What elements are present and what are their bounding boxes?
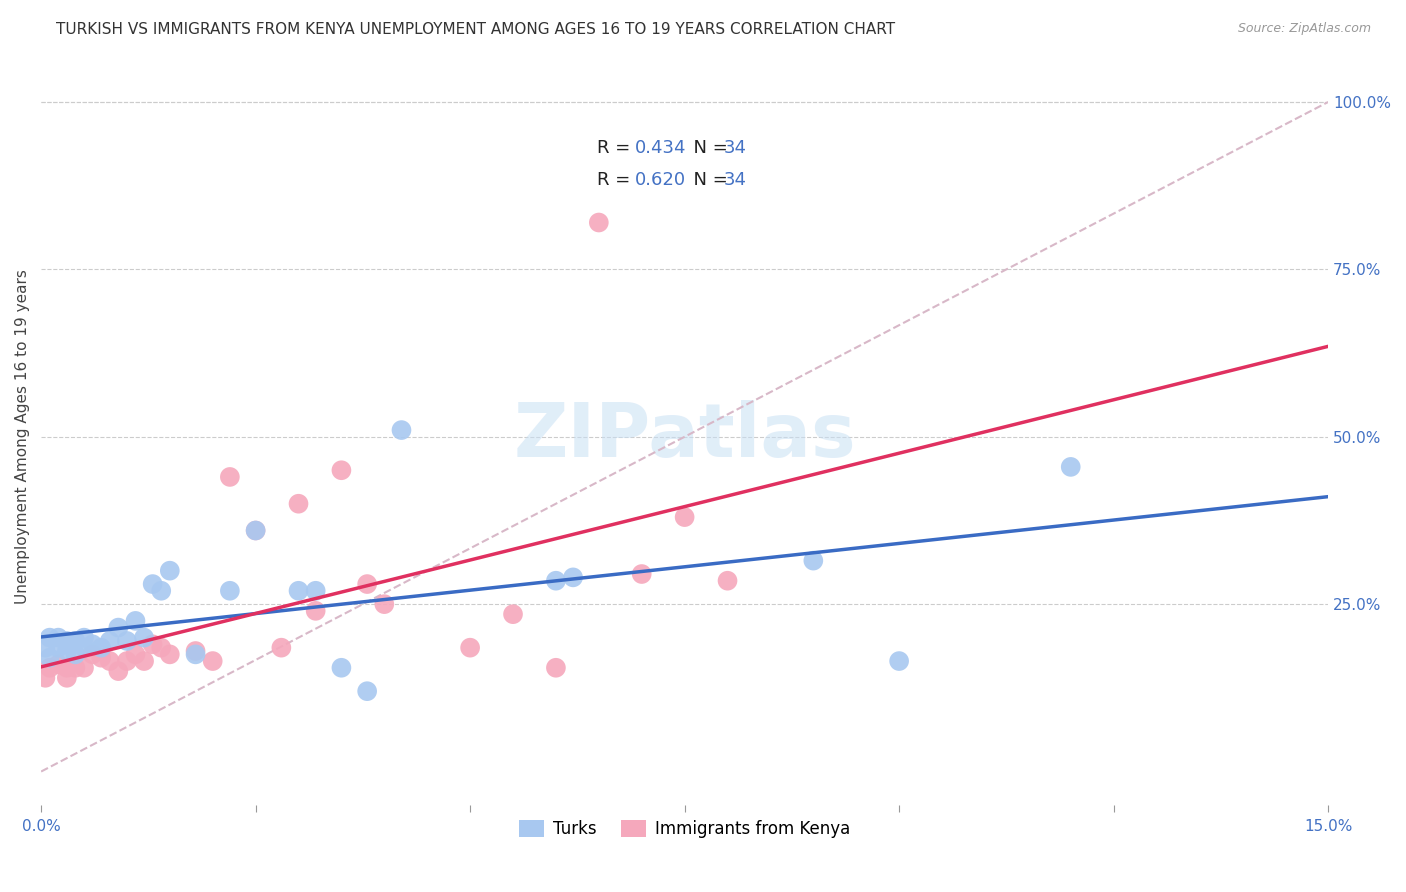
Point xyxy=(82,637,104,651)
Point xyxy=(90,650,112,665)
Point xyxy=(107,664,129,678)
Point xyxy=(1060,459,1083,474)
Point xyxy=(34,671,56,685)
Point xyxy=(73,631,96,645)
Point xyxy=(245,524,267,538)
Point xyxy=(201,654,224,668)
Point xyxy=(56,671,79,685)
Point xyxy=(270,640,292,655)
Point xyxy=(330,463,353,477)
Point xyxy=(56,661,79,675)
Point xyxy=(73,661,96,675)
Point xyxy=(98,654,121,668)
Point xyxy=(159,564,181,578)
Point xyxy=(124,614,146,628)
Point xyxy=(801,554,824,568)
Point xyxy=(544,574,567,588)
Point xyxy=(391,423,413,437)
Point xyxy=(502,607,524,622)
Text: ZIPatlas: ZIPatlas xyxy=(513,401,856,474)
Point xyxy=(630,567,652,582)
Text: Source: ZipAtlas.com: Source: ZipAtlas.com xyxy=(1237,22,1371,36)
Point xyxy=(115,654,138,668)
Point xyxy=(159,648,181,662)
Point xyxy=(73,640,96,655)
Point xyxy=(544,661,567,675)
Point xyxy=(107,621,129,635)
Point xyxy=(373,597,395,611)
Point xyxy=(46,657,69,672)
Point xyxy=(38,631,60,645)
Point xyxy=(184,648,207,662)
Point xyxy=(142,577,165,591)
Point xyxy=(184,644,207,658)
Point xyxy=(65,634,87,648)
Legend: Turks, Immigrants from Kenya: Turks, Immigrants from Kenya xyxy=(513,813,856,845)
Point xyxy=(218,583,240,598)
Y-axis label: Unemployment Among Ages 16 to 19 years: Unemployment Among Ages 16 to 19 years xyxy=(15,269,30,604)
Point xyxy=(115,634,138,648)
Point xyxy=(330,661,353,675)
Point xyxy=(218,470,240,484)
Point xyxy=(56,644,79,658)
Text: 34: 34 xyxy=(724,139,747,157)
Point xyxy=(673,510,696,524)
Point xyxy=(124,648,146,662)
Point xyxy=(65,648,87,662)
Text: 0.434: 0.434 xyxy=(636,139,686,157)
Point xyxy=(46,631,69,645)
Point xyxy=(245,524,267,538)
Point xyxy=(150,583,173,598)
Text: R =: R = xyxy=(598,139,637,157)
Text: N =: N = xyxy=(682,171,733,189)
Point xyxy=(65,661,87,675)
Point xyxy=(150,640,173,655)
Point xyxy=(38,661,60,675)
Point xyxy=(142,637,165,651)
Point xyxy=(305,583,328,598)
Point xyxy=(34,640,56,655)
Point xyxy=(588,215,610,229)
Point xyxy=(98,634,121,648)
Text: 0.620: 0.620 xyxy=(636,171,686,189)
Text: N =: N = xyxy=(682,139,733,157)
Point xyxy=(38,650,60,665)
Point xyxy=(356,577,378,591)
Point xyxy=(305,604,328,618)
Point xyxy=(90,640,112,655)
Text: R =: R = xyxy=(598,171,637,189)
Point xyxy=(132,654,155,668)
Point xyxy=(716,574,738,588)
Point xyxy=(887,654,910,668)
Point xyxy=(287,497,309,511)
Point xyxy=(356,684,378,698)
Point xyxy=(46,640,69,655)
Point xyxy=(562,570,585,584)
Point xyxy=(132,631,155,645)
Text: TURKISH VS IMMIGRANTS FROM KENYA UNEMPLOYMENT AMONG AGES 16 TO 19 YEARS CORRELAT: TURKISH VS IMMIGRANTS FROM KENYA UNEMPLO… xyxy=(56,22,896,37)
Point xyxy=(287,583,309,598)
Point xyxy=(82,648,104,662)
Point xyxy=(458,640,481,655)
Point xyxy=(56,634,79,648)
Text: 34: 34 xyxy=(724,171,747,189)
